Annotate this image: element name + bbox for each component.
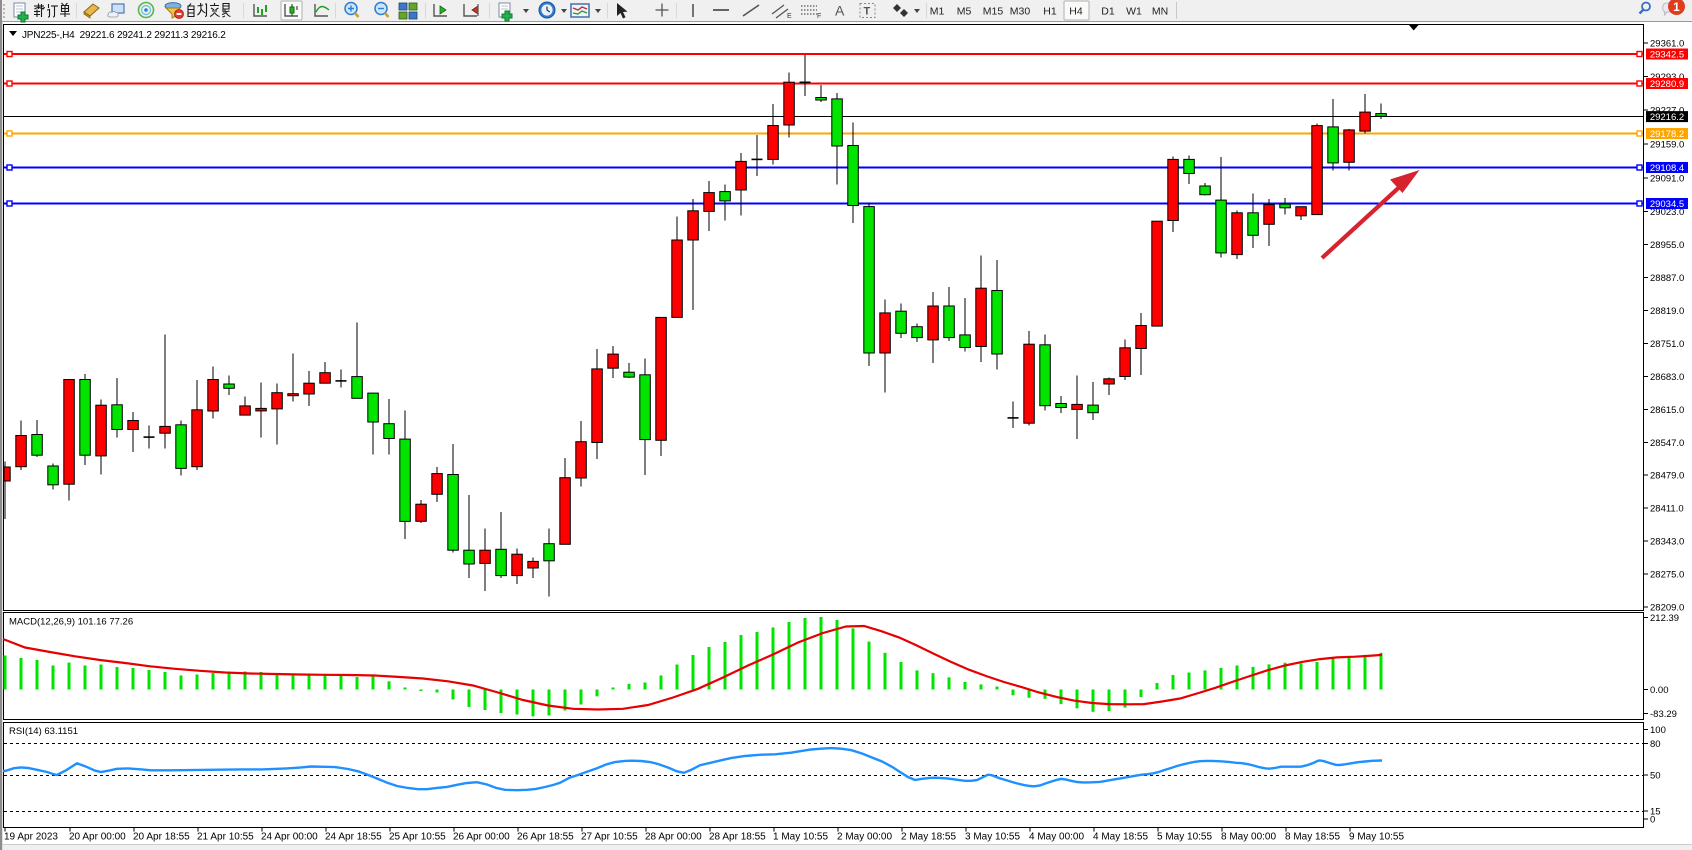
- svg-text:100: 100: [1650, 725, 1666, 736]
- svg-text:29361.0: 29361.0: [1650, 39, 1684, 50]
- svg-text:M1: M1: [930, 6, 945, 18]
- svg-text:MN: MN: [1152, 6, 1168, 18]
- svg-text:29108.4: 29108.4: [1650, 163, 1684, 174]
- svg-text:28 Apr 18:55: 28 Apr 18:55: [709, 832, 766, 843]
- svg-text:28343.0: 28343.0: [1650, 537, 1684, 548]
- svg-text:19 Apr 2023: 19 Apr 2023: [4, 832, 58, 843]
- svg-text:20 Apr 18:55: 20 Apr 18:55: [133, 832, 190, 843]
- svg-text:4 May 18:55: 4 May 18:55: [1093, 832, 1148, 843]
- svg-text:29159.0: 29159.0: [1650, 140, 1684, 151]
- svg-text:MACD(12,26,9) 101.16 77.26: MACD(12,26,9) 101.16 77.26: [9, 617, 133, 628]
- svg-text:27 Apr 10:55: 27 Apr 10:55: [581, 832, 638, 843]
- svg-text:28615.0: 28615.0: [1650, 405, 1684, 416]
- svg-text:1: 1: [1673, 0, 1680, 14]
- svg-text:29293.0: 29293.0: [1650, 72, 1684, 83]
- svg-text:8 May 00:00: 8 May 00:00: [1221, 832, 1276, 843]
- svg-text:28275.0: 28275.0: [1650, 570, 1684, 581]
- svg-text:3 May 10:55: 3 May 10:55: [965, 832, 1020, 843]
- svg-text:29178.2: 29178.2: [1650, 129, 1684, 140]
- svg-text:50: 50: [1650, 770, 1661, 781]
- svg-text:A: A: [835, 3, 845, 19]
- svg-text:W1: W1: [1126, 6, 1142, 18]
- svg-text:H4: H4: [1069, 6, 1083, 18]
- svg-text:JPN225-,H4 29221.6 29241.2 29: JPN225-,H4 29221.6 29241.2 29211.3 29216…: [22, 30, 226, 41]
- svg-text:2 May 18:55: 2 May 18:55: [901, 832, 956, 843]
- svg-text:20 Apr 00:00: 20 Apr 00:00: [69, 832, 126, 843]
- svg-text:26 Apr 00:00: 26 Apr 00:00: [453, 832, 510, 843]
- svg-text:D1: D1: [1101, 6, 1115, 18]
- svg-text:0: 0: [1650, 815, 1655, 826]
- svg-text:E: E: [787, 13, 792, 20]
- svg-text:28819.0: 28819.0: [1650, 306, 1684, 317]
- svg-text:25 Apr 10:55: 25 Apr 10:55: [389, 832, 446, 843]
- svg-text:29034.5: 29034.5: [1650, 199, 1684, 210]
- svg-text:T: T: [864, 6, 871, 18]
- svg-text:29023.0: 29023.0: [1650, 207, 1684, 218]
- svg-text:29216.2: 29216.2: [1650, 112, 1684, 123]
- svg-text:212.39: 212.39: [1650, 613, 1679, 624]
- svg-text:29091.0: 29091.0: [1650, 174, 1684, 185]
- svg-text:15: 15: [1650, 807, 1661, 818]
- svg-text:29342.5: 29342.5: [1650, 50, 1684, 61]
- svg-text:28887.0: 28887.0: [1650, 273, 1684, 284]
- svg-text:H1: H1: [1043, 6, 1057, 18]
- svg-text:8 May 18:55: 8 May 18:55: [1285, 832, 1340, 843]
- svg-text:M30: M30: [1010, 6, 1031, 18]
- svg-text:9 May 10:55: 9 May 10:55: [1349, 832, 1404, 843]
- svg-text:80: 80: [1650, 739, 1661, 750]
- svg-text:29227.0: 29227.0: [1650, 106, 1684, 117]
- svg-text:28 Apr 00:00: 28 Apr 00:00: [645, 832, 702, 843]
- svg-text:28955.0: 28955.0: [1650, 240, 1684, 251]
- svg-text:RSI(14) 63.1151: RSI(14) 63.1151: [9, 726, 78, 737]
- svg-text:28547.0: 28547.0: [1650, 438, 1684, 449]
- svg-text:M15: M15: [983, 6, 1004, 18]
- svg-text:M5: M5: [957, 6, 972, 18]
- svg-text:28751.0: 28751.0: [1650, 339, 1684, 350]
- svg-text:24 Apr 18:55: 24 Apr 18:55: [325, 832, 382, 843]
- svg-text:24 Apr 00:00: 24 Apr 00:00: [261, 832, 318, 843]
- svg-text:28683.0: 28683.0: [1650, 372, 1684, 383]
- svg-text:-83.29: -83.29: [1650, 709, 1677, 720]
- svg-text:0.00: 0.00: [1650, 685, 1669, 696]
- svg-text:1 May 10:55: 1 May 10:55: [773, 832, 828, 843]
- svg-text:28209.0: 28209.0: [1650, 603, 1684, 614]
- svg-text:2 May 00:00: 2 May 00:00: [837, 832, 892, 843]
- svg-text:29280.9: 29280.9: [1650, 79, 1684, 90]
- svg-text:28411.0: 28411.0: [1650, 504, 1684, 515]
- svg-text:28479.0: 28479.0: [1650, 471, 1684, 482]
- svg-text:26 Apr 18:55: 26 Apr 18:55: [517, 832, 574, 843]
- svg-text:F: F: [817, 13, 821, 20]
- svg-text:4 May 00:00: 4 May 00:00: [1029, 832, 1084, 843]
- svg-text:5 May 10:55: 5 May 10:55: [1157, 832, 1212, 843]
- svg-text:21 Apr 10:55: 21 Apr 10:55: [197, 832, 254, 843]
